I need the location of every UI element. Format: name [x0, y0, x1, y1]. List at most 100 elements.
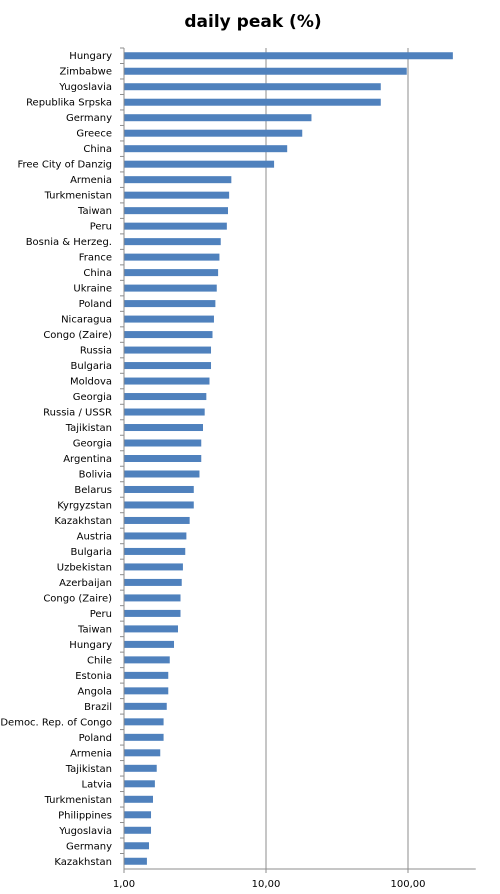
category-label: Angola: [77, 686, 112, 697]
category-label: Russia / USSR: [43, 408, 112, 419]
bar: [124, 176, 232, 184]
category-label: Turkmenistan: [44, 795, 112, 806]
category-label: Peru: [90, 609, 112, 620]
bar: [124, 702, 167, 710]
bar: [124, 656, 170, 664]
bar: [124, 842, 150, 850]
bar: [124, 222, 227, 230]
category-label: Yugoslavia: [58, 826, 112, 837]
bar: [124, 207, 228, 215]
category-label: Kazakhstan: [54, 857, 112, 868]
category-label: Bulgaria: [71, 547, 112, 558]
bar: [124, 160, 275, 168]
bar: [124, 578, 182, 586]
category-label: Belarus: [74, 485, 112, 496]
category-label: Ukraine: [73, 284, 112, 295]
category-label: Brazil: [84, 702, 112, 713]
x-tick-label: 1,00: [113, 879, 135, 890]
category-label: Republika Srpska: [26, 98, 112, 109]
bar: [124, 238, 221, 246]
bar: [124, 284, 217, 292]
bar: [124, 362, 212, 370]
category-label: Peru: [90, 222, 112, 233]
bar: [124, 67, 407, 75]
category-label: Azerbaijan: [59, 578, 112, 589]
bar: [124, 795, 153, 803]
bar: [124, 547, 186, 555]
bar: [124, 594, 181, 602]
bar: [124, 377, 210, 385]
category-label: Moldova: [70, 377, 112, 388]
category-label: Armenia: [70, 175, 112, 186]
category-label: Kyrgyzstan: [57, 500, 112, 511]
bar: [124, 114, 312, 122]
bar: [124, 98, 381, 106]
x-tick-label: 10,00: [252, 879, 281, 890]
category-label: Bolivia: [79, 469, 112, 480]
category-label: Yugoslavia: [58, 82, 112, 93]
category-label: Congo (Zaire): [43, 593, 112, 604]
category-label: Philippines: [58, 810, 112, 821]
category-label: Zimbabwe: [59, 67, 112, 78]
bar: [124, 640, 175, 648]
category-label: Free City of Danzig: [17, 160, 112, 171]
bar: [124, 52, 453, 60]
category-label: France: [79, 253, 112, 264]
category-label: Chile: [87, 655, 112, 666]
category-label: China: [83, 144, 112, 155]
bar: [124, 346, 212, 354]
gridlines: [120, 47, 409, 873]
category-label: Tajikistan: [65, 423, 112, 434]
bar: [124, 253, 220, 261]
category-label: Germany: [66, 841, 112, 852]
bar: [124, 532, 187, 540]
tick-labels: 1,00 10,00 100,00: [113, 879, 426, 890]
bar: [124, 331, 213, 339]
bar: [124, 315, 214, 323]
bar: [124, 191, 230, 199]
category-label: Kazakhstan: [54, 516, 112, 527]
category-label: Hungary: [69, 51, 112, 62]
category-label: Estonia: [75, 671, 112, 682]
bar: [124, 749, 161, 757]
bar: [124, 687, 169, 695]
bar: [124, 501, 194, 509]
bar: [124, 609, 181, 617]
category-label: Taiwan: [77, 206, 112, 217]
bar: [124, 408, 205, 416]
bar: [124, 83, 381, 91]
bar: [124, 764, 157, 772]
bar: [124, 516, 190, 524]
category-label: Poland: [79, 733, 112, 744]
bar: [124, 455, 202, 462]
category-label: Argentina: [63, 454, 112, 465]
bar: [124, 439, 202, 447]
category-label: Greece: [76, 129, 112, 140]
bars: [124, 52, 453, 865]
category-label: Hungary: [69, 640, 112, 651]
category-label: Uzbekistan: [57, 562, 112, 573]
bar: [124, 826, 152, 834]
category-label: Bosnia & Herzeg.: [26, 237, 112, 248]
bar: [124, 625, 178, 633]
category-label: China: [83, 268, 112, 279]
bar: [124, 424, 203, 432]
bar: [124, 129, 303, 137]
bar: [124, 393, 207, 401]
category-label: Poland: [79, 299, 112, 310]
category-label: Tajikistan: [65, 764, 112, 775]
category-label: Georgia: [73, 392, 112, 403]
bar: [124, 811, 152, 819]
bar: [124, 470, 200, 478]
bar: [124, 269, 219, 277]
bar: [124, 300, 216, 308]
bar: [124, 563, 183, 571]
category-label: Congo (Zaire): [43, 330, 112, 341]
bar: [124, 718, 164, 726]
category-label: Taiwan: [77, 624, 112, 635]
category-label: Georgia: [73, 439, 112, 450]
bar: [124, 145, 288, 153]
category-label: Russia: [80, 346, 112, 357]
category-label: Nicaragua: [61, 315, 112, 326]
